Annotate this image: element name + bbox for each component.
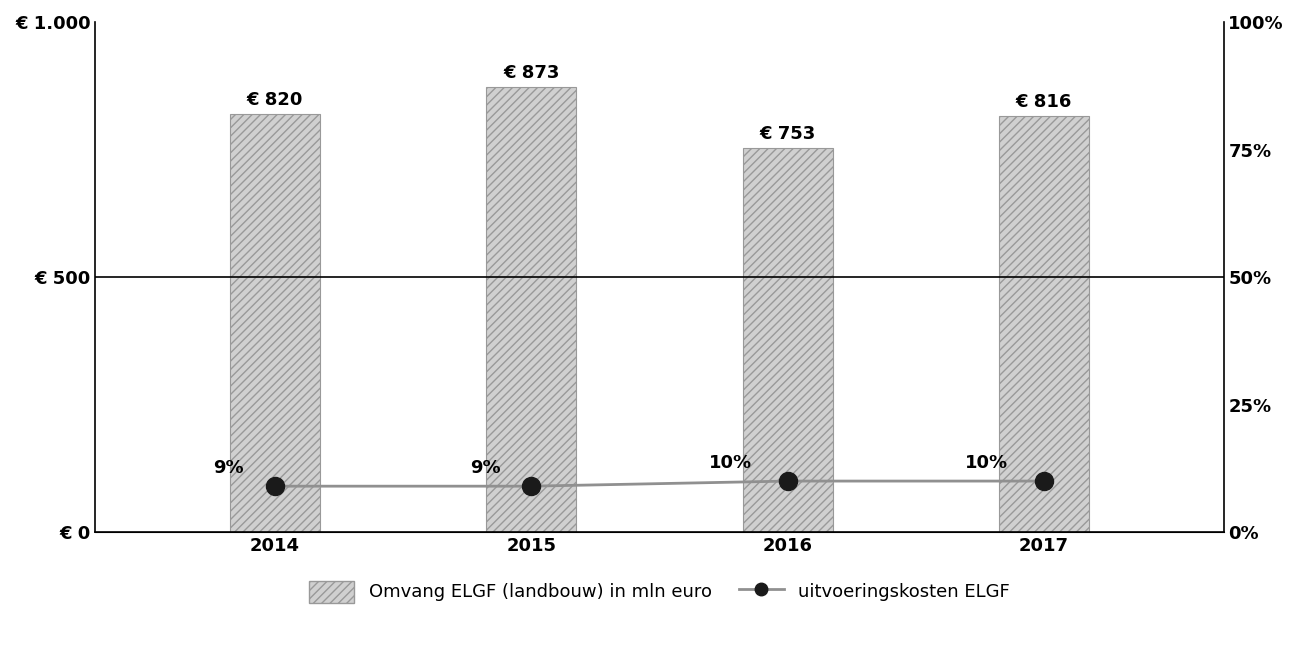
Bar: [999, 116, 1089, 532]
Bar: [743, 148, 833, 532]
Text: € 873: € 873: [503, 64, 560, 82]
Legend: Omvang ELGF (landbouw) in mln euro, uitvoeringskosten ELGF: Omvang ELGF (landbouw) in mln euro, uitv…: [301, 573, 1017, 610]
Text: 9%: 9%: [470, 459, 500, 477]
Text: 10%: 10%: [965, 454, 1008, 472]
Text: 9%: 9%: [213, 459, 244, 477]
Text: € 753: € 753: [760, 125, 816, 143]
Text: 10%: 10%: [709, 454, 752, 472]
Text: € 820: € 820: [247, 90, 303, 108]
Bar: [230, 114, 320, 532]
Bar: [486, 86, 577, 532]
Text: € 816: € 816: [1016, 92, 1072, 111]
